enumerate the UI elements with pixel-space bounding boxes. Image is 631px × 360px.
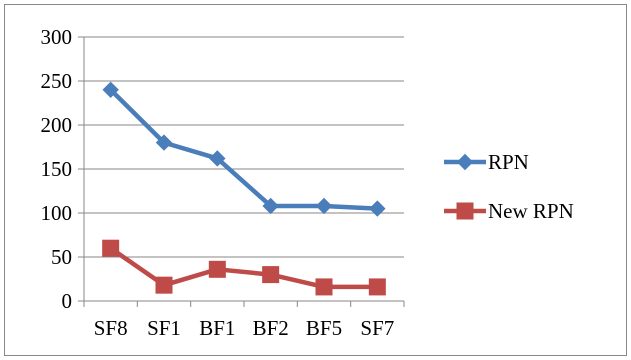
legend-swatch-marker	[456, 153, 474, 171]
data-point	[369, 200, 386, 217]
y-tick-label: 150	[41, 157, 73, 181]
x-tick-label: SF7	[360, 316, 394, 340]
series-line-0	[108, 87, 380, 211]
data-point	[155, 276, 173, 294]
data-point	[209, 150, 226, 167]
data-point	[155, 134, 173, 151]
series	[102, 81, 386, 296]
data-point	[102, 239, 120, 257]
data-point	[102, 81, 119, 99]
gridlines	[84, 36, 404, 258]
data-point	[262, 266, 280, 284]
legend-label: RPN	[488, 150, 529, 174]
legend-label: New RPN	[488, 199, 574, 223]
y-tick-label: 300	[41, 25, 73, 49]
axes: 0 50 100 150 200 250 300 SF8 SF1 BF1 BF2 BF5 SF7	[41, 25, 405, 340]
series-line-1	[108, 245, 380, 290]
x-tick-label: BF5	[306, 316, 342, 340]
y-tick-label: 100	[41, 201, 73, 225]
y-tick-label: 250	[41, 69, 73, 93]
y-tick-label: 0	[62, 289, 73, 313]
legend-swatch-marker	[456, 202, 474, 220]
data-point	[208, 260, 226, 278]
y-tick-label: 50	[51, 245, 72, 269]
data-point	[315, 278, 333, 296]
data-point	[368, 278, 386, 296]
x-tick-label: BF1	[199, 316, 235, 340]
data-point	[262, 197, 279, 215]
chart-frame	[4, 4, 627, 356]
y-tick-label: 200	[41, 113, 73, 137]
x-tick-label: SF1	[147, 316, 181, 340]
x-tick-label: BF2	[253, 316, 289, 340]
legend: RPN New RPN	[444, 150, 574, 223]
x-tick-label: SF8	[94, 316, 128, 340]
data-point	[315, 197, 333, 215]
